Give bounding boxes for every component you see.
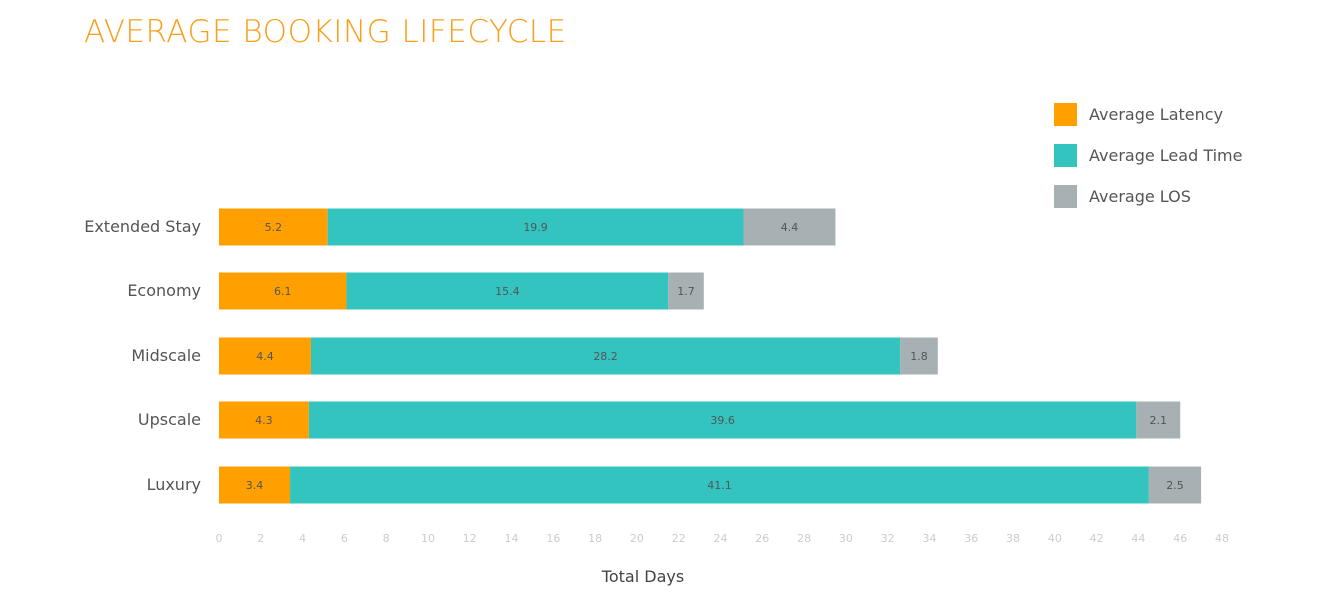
x-tick-label: 24 [714, 532, 728, 545]
data-label-luxury-average-los: 2.5 [1166, 479, 1184, 492]
data-label-extended-stay-average-lead-time: 19.9 [523, 221, 548, 234]
x-tick-label: 28 [797, 532, 811, 545]
data-label-upscale-average-lead-time: 39.6 [710, 414, 735, 427]
x-tick-label: 14 [505, 532, 519, 545]
category-label-luxury: Luxury [147, 475, 201, 494]
bar-luxury-average-los[interactable] [1148, 466, 1202, 504]
x-tick-label: 38 [1006, 532, 1020, 545]
bar-midscale-average-los[interactable] [900, 337, 938, 375]
x-axis-label: Total Days [601, 567, 684, 586]
bar-upscale-average-latency[interactable] [219, 401, 309, 439]
x-tick-label: 30 [839, 532, 853, 545]
x-tick-label: 2 [257, 532, 264, 545]
x-tick-label: 16 [546, 532, 560, 545]
bar-luxury-average-lead-time[interactable] [290, 466, 1149, 504]
x-tick-label: 20 [630, 532, 644, 545]
data-label-luxury-average-latency: 3.4 [246, 479, 264, 492]
x-tick-label: 4 [299, 532, 306, 545]
x-tick-label: 42 [1090, 532, 1104, 545]
category-label-extended-stay: Extended Stay [84, 217, 201, 236]
bar-upscale-average-lead-time[interactable] [308, 401, 1137, 439]
bar-extended-stay-average-latency[interactable] [219, 208, 328, 246]
x-tick-label: 22 [672, 532, 686, 545]
data-label-midscale-average-latency: 4.4 [256, 350, 274, 363]
x-tick-label: 26 [755, 532, 769, 545]
legend-item-average-lead-time[interactable]: Average Lead Time [1054, 143, 1242, 167]
x-tick-label: 12 [463, 532, 477, 545]
legend: Average Latency Average Lead Time Averag… [1054, 102, 1242, 225]
legend-swatch-average-latency [1054, 102, 1077, 126]
x-tick-label: 18 [588, 532, 602, 545]
legend-item-average-los[interactable]: Average LOS [1054, 184, 1242, 208]
legend-label-average-lead-time: Average Lead Time [1089, 145, 1243, 165]
legend-label-average-los: Average LOS [1089, 186, 1191, 206]
bar-upscale-average-los[interactable] [1136, 401, 1181, 439]
legend-item-average-latency[interactable]: Average Latency [1054, 102, 1242, 126]
data-label-midscale-average-lead-time: 28.2 [593, 350, 618, 363]
legend-swatch-average-lead-time [1054, 143, 1077, 167]
category-label-midscale: Midscale [131, 346, 201, 365]
x-tick-label: 10 [421, 532, 435, 545]
x-tick-label: 6 [341, 532, 348, 545]
data-label-economy-average-los: 1.7 [677, 285, 695, 298]
bar-midscale-average-latency[interactable] [219, 337, 311, 375]
x-tick-label: 48 [1215, 532, 1229, 545]
legend-label-average-latency: Average Latency [1089, 104, 1224, 124]
bar-economy-average-los[interactable] [668, 272, 704, 310]
bar-extended-stay-average-los[interactable] [743, 208, 836, 246]
data-label-luxury-average-lead-time: 41.1 [707, 479, 732, 492]
bar-extended-stay-average-lead-time[interactable] [327, 208, 744, 246]
x-tick-label: 32 [881, 532, 895, 545]
bar-economy-average-lead-time[interactable] [346, 272, 669, 310]
x-axis-ticks: 0 2 4 6 8 10 12 14 16 18 20 22 24 26 28 30 32 34 36 38 40 42 4… [216, 532, 1230, 545]
x-tick-label: 36 [964, 532, 978, 545]
data-label-upscale-average-latency: 4.3 [255, 414, 273, 427]
x-tick-label: 0 [216, 532, 223, 545]
x-tick-label: 46 [1173, 532, 1187, 545]
data-label-extended-stay-average-los: 4.4 [781, 221, 799, 234]
category-labels: Extended Stay Economy Midscale Upscale Luxur… [84, 217, 201, 494]
x-tick-label: 8 [383, 532, 390, 545]
chart-title: AVERAGE BOOKING LIFECYCLE [84, 14, 567, 50]
category-label-upscale: Upscale [138, 410, 201, 429]
x-tick-label: 40 [1048, 532, 1062, 545]
data-label-extended-stay-average-latency: 5.2 [265, 221, 283, 234]
data-label-economy-average-latency: 6.1 [274, 285, 292, 298]
x-tick-label: 44 [1131, 532, 1145, 545]
x-tick-label: 34 [922, 532, 936, 545]
bar-luxury-average-latency[interactable] [219, 466, 291, 504]
bar-economy-average-latency[interactable] [219, 272, 347, 310]
bar-midscale-average-lead-time[interactable] [310, 337, 901, 375]
data-label-midscale-average-los: 1.8 [910, 350, 928, 363]
data-label-upscale-average-los: 2.1 [1150, 414, 1168, 427]
bars-group: 5.2 19.9 4.4 6.1 15.4 1.7 4.4 28.2 1.8 4.3 39.6 2.1… [219, 208, 1202, 504]
category-label-economy: Economy [127, 281, 201, 300]
data-label-economy-average-lead-time: 15.4 [495, 285, 520, 298]
legend-swatch-average-los [1054, 184, 1077, 208]
